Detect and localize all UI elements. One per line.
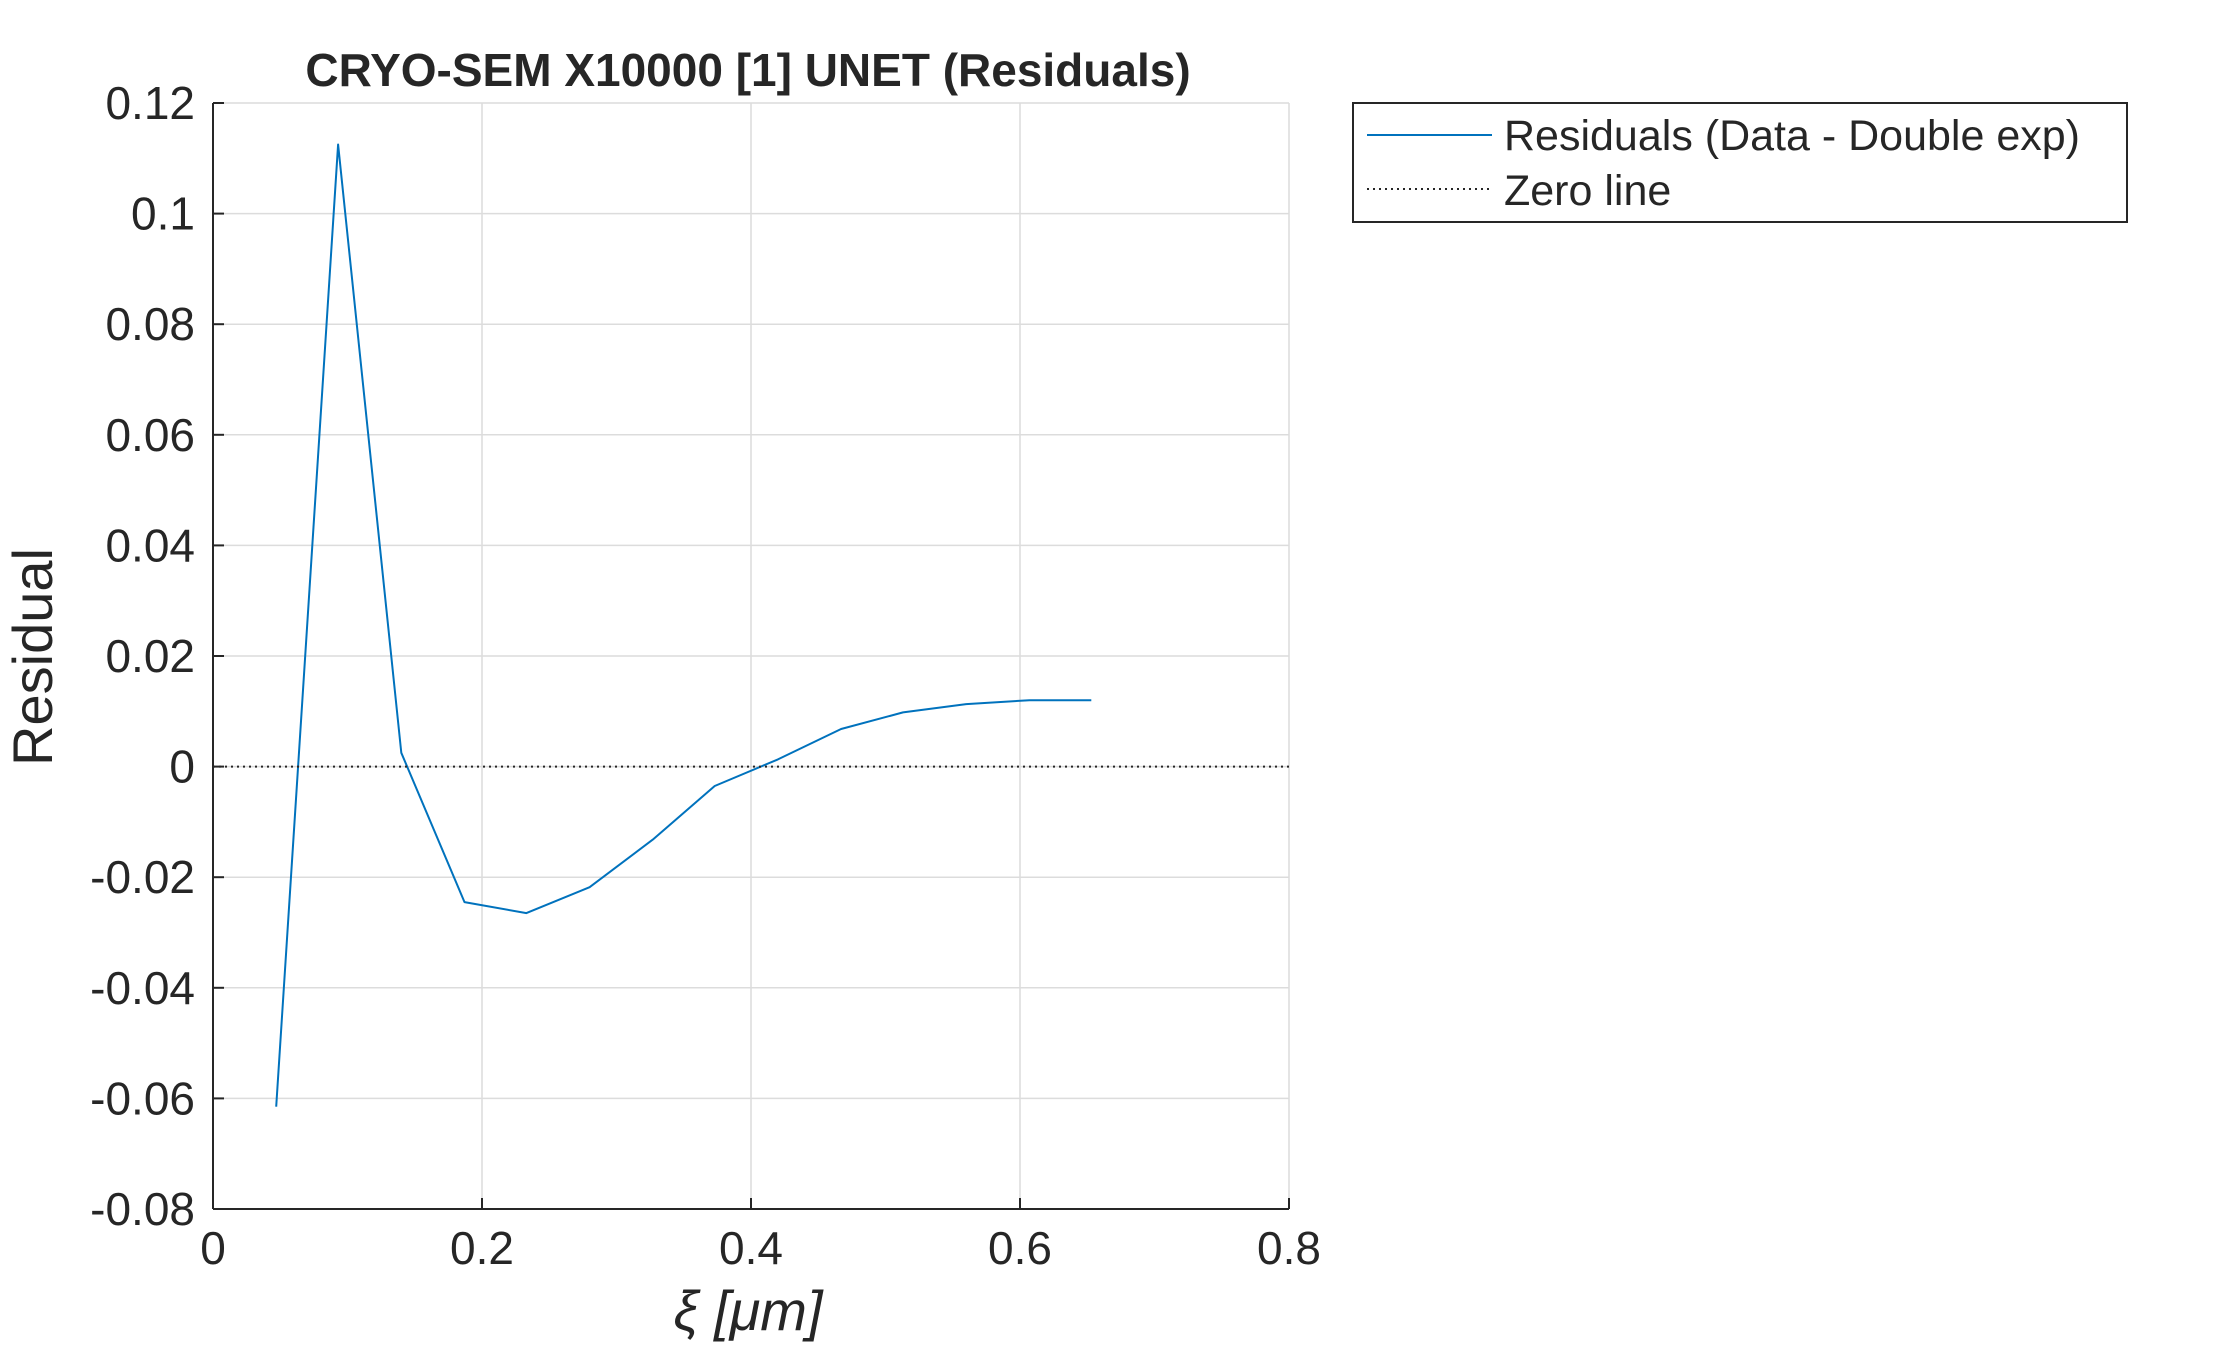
y-tick-label: -0.02 [90, 851, 195, 903]
y-tick-label: -0.04 [90, 962, 195, 1014]
x-tick-label: 0.2 [450, 1222, 514, 1274]
x-tick-label: 0.4 [719, 1222, 783, 1274]
grid-lines [212, 102, 1290, 1210]
x-tick-label: 0 [200, 1222, 226, 1274]
residuals-series-line [275, 143, 1092, 1107]
chart-title: CRYO-SEM X10000 [1] UNET (Residuals) [305, 44, 1190, 96]
y-tick-label: 0 [169, 741, 195, 793]
y-tick-label: 0.08 [105, 298, 195, 350]
y-tick-label: 0.02 [105, 630, 195, 682]
plot-area [213, 143, 1289, 1107]
x-tick-label: 0.8 [1257, 1222, 1321, 1274]
y-tick-label: 0.12 [105, 77, 195, 129]
tick-labels: 0 0.2 0.4 0.6 0.8 -0.08 -0.06 -0.04 -0.02 0 0.02 0.… [90, 77, 1321, 1274]
x-axis-label: ξ [μm] [673, 1279, 823, 1342]
x-tick-label: 0.6 [988, 1222, 1052, 1274]
legend-label-zero: Zero line [1504, 167, 1671, 215]
y-tick-label: -0.08 [90, 1183, 195, 1235]
legend: Residuals (Data - Double exp) Zero line [1352, 102, 2128, 223]
legend-box [1352, 102, 2128, 223]
y-tick-label: 0.06 [105, 409, 195, 461]
axes [212, 102, 1290, 1210]
legend-label-residuals: Residuals (Data - Double exp) [1504, 112, 2080, 160]
y-tick-label: 0.04 [105, 519, 195, 571]
y-axis-label: Residual [1, 548, 64, 766]
y-tick-label: -0.06 [90, 1072, 195, 1124]
y-tick-label: 0.1 [131, 188, 195, 240]
